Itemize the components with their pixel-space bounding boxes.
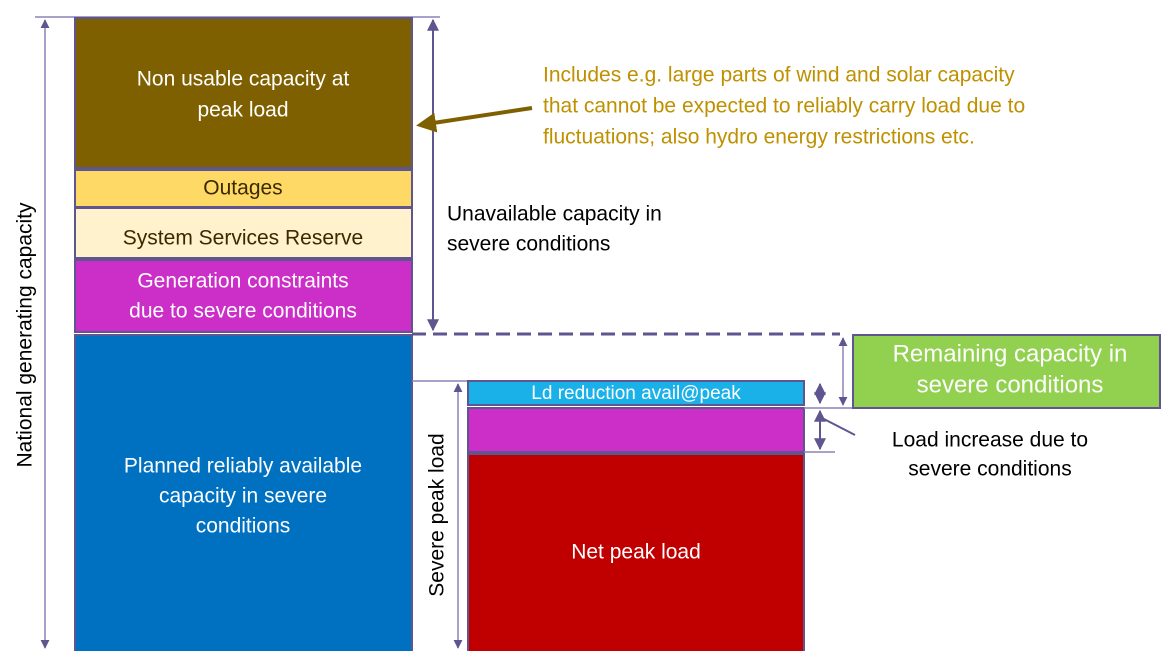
block-label: Net peak load — [571, 541, 701, 564]
annotation: severe conditions — [447, 233, 610, 256]
annotation: Unavailable capacity in — [447, 203, 662, 226]
block-label: peak load — [197, 99, 288, 122]
annotation: Includes e.g. large parts of wind and so… — [543, 64, 1015, 87]
net-peak-block — [467, 453, 805, 651]
annotation: Load increase due to — [892, 429, 1088, 452]
constraints-block — [74, 259, 413, 333]
reserve-block — [74, 207, 413, 259]
block-label: Planned reliably available — [124, 455, 362, 478]
block-label: capacity in severe — [159, 485, 327, 508]
block-label: Remaining capacity in — [893, 340, 1128, 367]
block-label: severe conditions — [917, 371, 1104, 398]
outages-block — [74, 169, 413, 208]
planned-block — [74, 334, 413, 651]
axis-label: National generating capacity — [14, 202, 37, 468]
block-label: Generation constraints — [137, 270, 348, 293]
remaining-block — [852, 334, 1161, 409]
annotation: that cannot be expected to reliably carr… — [543, 95, 1025, 118]
load-increase-block — [467, 407, 805, 453]
block-label: System Services Reserve — [123, 227, 363, 250]
block-label: conditions — [196, 515, 291, 538]
non-usable-block — [74, 17, 413, 169]
load-reduction-block — [467, 380, 805, 406]
annotation: Severe peak load — [426, 433, 449, 596]
block-label: Outages — [203, 177, 282, 200]
block-label: Ld reduction avail@peak — [531, 383, 741, 404]
pointer-line — [821, 417, 856, 436]
block-label: due to severe conditions — [129, 300, 357, 323]
block-label: Non usable capacity at — [137, 68, 350, 91]
annotation-arrow — [416, 106, 533, 133]
annotation: severe conditions — [908, 458, 1071, 481]
annotation: fluctuations; also hydro energy restrict… — [543, 126, 975, 149]
